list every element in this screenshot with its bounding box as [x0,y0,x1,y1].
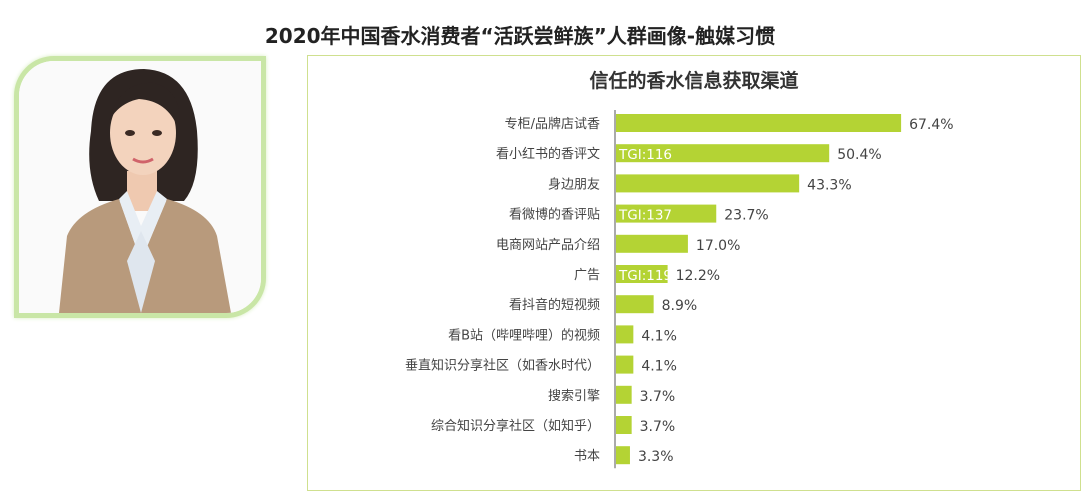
bar [616,234,688,253]
value-label: 4.1% [641,359,677,375]
category-label: 垂直知识分享社区（如香水时代） [405,358,600,374]
tgi-label: TGI:137 [618,208,672,224]
value-label: 50.4% [837,147,881,163]
category-label: 看B站（哔哩哔哩）的视频 [448,327,600,343]
category-label: 综合知识分享社区（如知乎） [431,418,600,434]
portrait-photo [14,56,266,318]
portrait-illustration [19,61,261,313]
value-label: 43.3% [807,177,851,193]
value-label: 4.1% [641,328,677,344]
category-label: 广告 [574,268,600,283]
category-label: 看小红书的香评文 [496,146,600,162]
value-label: 23.7% [724,208,768,224]
bar [616,325,634,344]
bar [616,114,902,132]
value-label: 17.0% [696,238,740,254]
bar [616,174,800,193]
category-label: 书本 [574,449,600,464]
category-label: 专柜/品牌店试香 [505,116,600,132]
chart-panel: 信任的香水信息获取渠道 [307,55,1081,491]
tgi-label: TGI:119 [618,268,672,284]
category-label: 身边朋友 [548,176,600,192]
category-label: 搜索引擎 [548,389,600,404]
bar [616,265,668,283]
value-label: 12.2% [676,268,720,284]
category-label: 电商网站产品介绍 [496,238,600,253]
bar [616,355,634,374]
category-label: 看抖音的短视频 [509,297,600,313]
bar [616,446,630,465]
bar [616,295,654,314]
chart-title: 信任的香水信息获取渠道 [589,70,799,92]
value-label: 3.3% [638,449,674,465]
bar [616,144,830,163]
category-label: 看微博的香评贴 [509,207,600,223]
bar [616,416,632,434]
tgi-label: TGI:116 [618,147,672,163]
value-label: 3.7% [640,419,676,435]
bar [616,385,632,404]
value-label: 3.7% [640,389,676,405]
value-label: 8.9% [662,298,698,314]
bar [616,204,717,223]
value-label: 67.4% [909,117,953,133]
page-title: 2020年中国香水消费者“活跃尝鲜族”人群画像-触媒习惯 [264,24,776,48]
